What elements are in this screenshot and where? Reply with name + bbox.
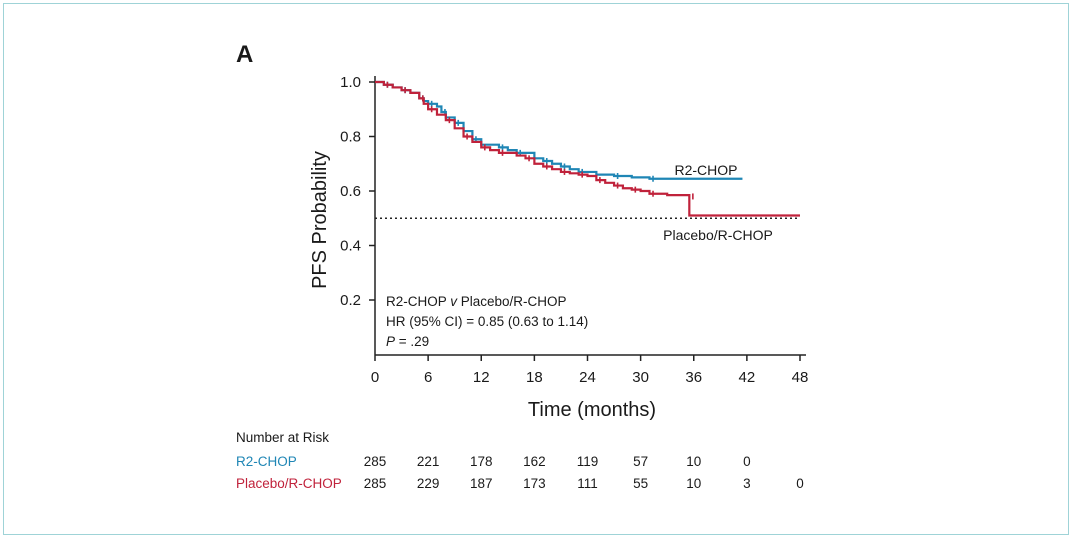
risk-table-title: Number at Risk bbox=[236, 430, 329, 445]
risk-row-label: R2-CHOP bbox=[236, 454, 297, 469]
figure-frame bbox=[3, 3, 1069, 535]
annotation-line1-italic: v bbox=[450, 294, 458, 309]
x-tick-label: 48 bbox=[792, 369, 809, 386]
y-tick-label: 0.2 bbox=[340, 292, 361, 309]
y-tick-label: 0.4 bbox=[340, 238, 361, 255]
risk-value: 162 bbox=[523, 454, 546, 469]
risk-value: 111 bbox=[577, 476, 598, 491]
series-label-r2-chop: R2-CHOP bbox=[674, 162, 737, 178]
annotation-line1-post: Placebo/R-CHOP bbox=[457, 294, 567, 309]
x-tick-label: 18 bbox=[526, 369, 543, 386]
x-axis-label: Time (months) bbox=[528, 399, 656, 421]
risk-value: 0 bbox=[796, 476, 804, 491]
risk-value: 173 bbox=[523, 476, 546, 491]
y-axis-label: PFS Probability bbox=[309, 151, 331, 289]
risk-value: 10 bbox=[686, 476, 701, 491]
risk-row-label: Placebo/R-CHOP bbox=[236, 476, 342, 491]
risk-value: 0 bbox=[743, 454, 751, 469]
annotation-line1: R2-CHOP v Placebo/R-CHOP bbox=[386, 294, 567, 309]
risk-value: 178 bbox=[470, 454, 493, 469]
y-tick-label: 1.0 bbox=[340, 74, 361, 91]
x-tick-label: 12 bbox=[473, 369, 490, 386]
annotation-p-italic: P bbox=[386, 334, 395, 349]
series-label-placebo: Placebo/R-CHOP bbox=[663, 227, 773, 243]
risk-value: 187 bbox=[470, 476, 493, 491]
risk-value: 57 bbox=[633, 454, 648, 469]
x-tick-label: 42 bbox=[739, 369, 756, 386]
annotation-pvalue: P = .29 bbox=[386, 334, 429, 349]
risk-value: 119 bbox=[577, 454, 599, 469]
risk-value: 10 bbox=[686, 454, 701, 469]
x-tick-label: 36 bbox=[685, 369, 702, 386]
axes bbox=[369, 76, 806, 361]
annotation-hr: HR (95% CI) = 0.85 (0.63 to 1.14) bbox=[386, 314, 588, 329]
x-tick-label: 0 bbox=[371, 369, 379, 386]
risk-value: 3 bbox=[743, 476, 751, 491]
panel-label: A bbox=[236, 41, 253, 68]
risk-value: 221 bbox=[417, 454, 440, 469]
risk-value: 229 bbox=[417, 476, 440, 491]
survival-curves bbox=[375, 80, 800, 217]
x-tick-label: 6 bbox=[424, 369, 432, 386]
y-tick-label: 0.8 bbox=[340, 129, 361, 146]
stats-annotation: R2-CHOP v Placebo/R-CHOP HR (95% CI) = 0… bbox=[386, 294, 588, 349]
annotation-p-value: = .29 bbox=[395, 334, 429, 349]
risk-value: 285 bbox=[364, 454, 387, 469]
annotation-line1-pre: R2-CHOP bbox=[386, 294, 450, 309]
risk-table: R2-CHOP 285 221 178 162 119 57 10 0 Placebo/R-CHO… bbox=[236, 454, 804, 491]
x-tick-label: 24 bbox=[579, 369, 596, 386]
risk-value: 285 bbox=[364, 476, 387, 491]
y-tick-label: 0.6 bbox=[340, 183, 361, 200]
tick-labels: 0 6 12 18 24 30 36 42 48 0.2 0.4 0.6 0.8 1.0 bbox=[340, 74, 808, 386]
km-curve-placebo-r-chop bbox=[375, 80, 800, 217]
x-tick-label: 30 bbox=[632, 369, 649, 386]
risk-value: 55 bbox=[633, 476, 648, 491]
